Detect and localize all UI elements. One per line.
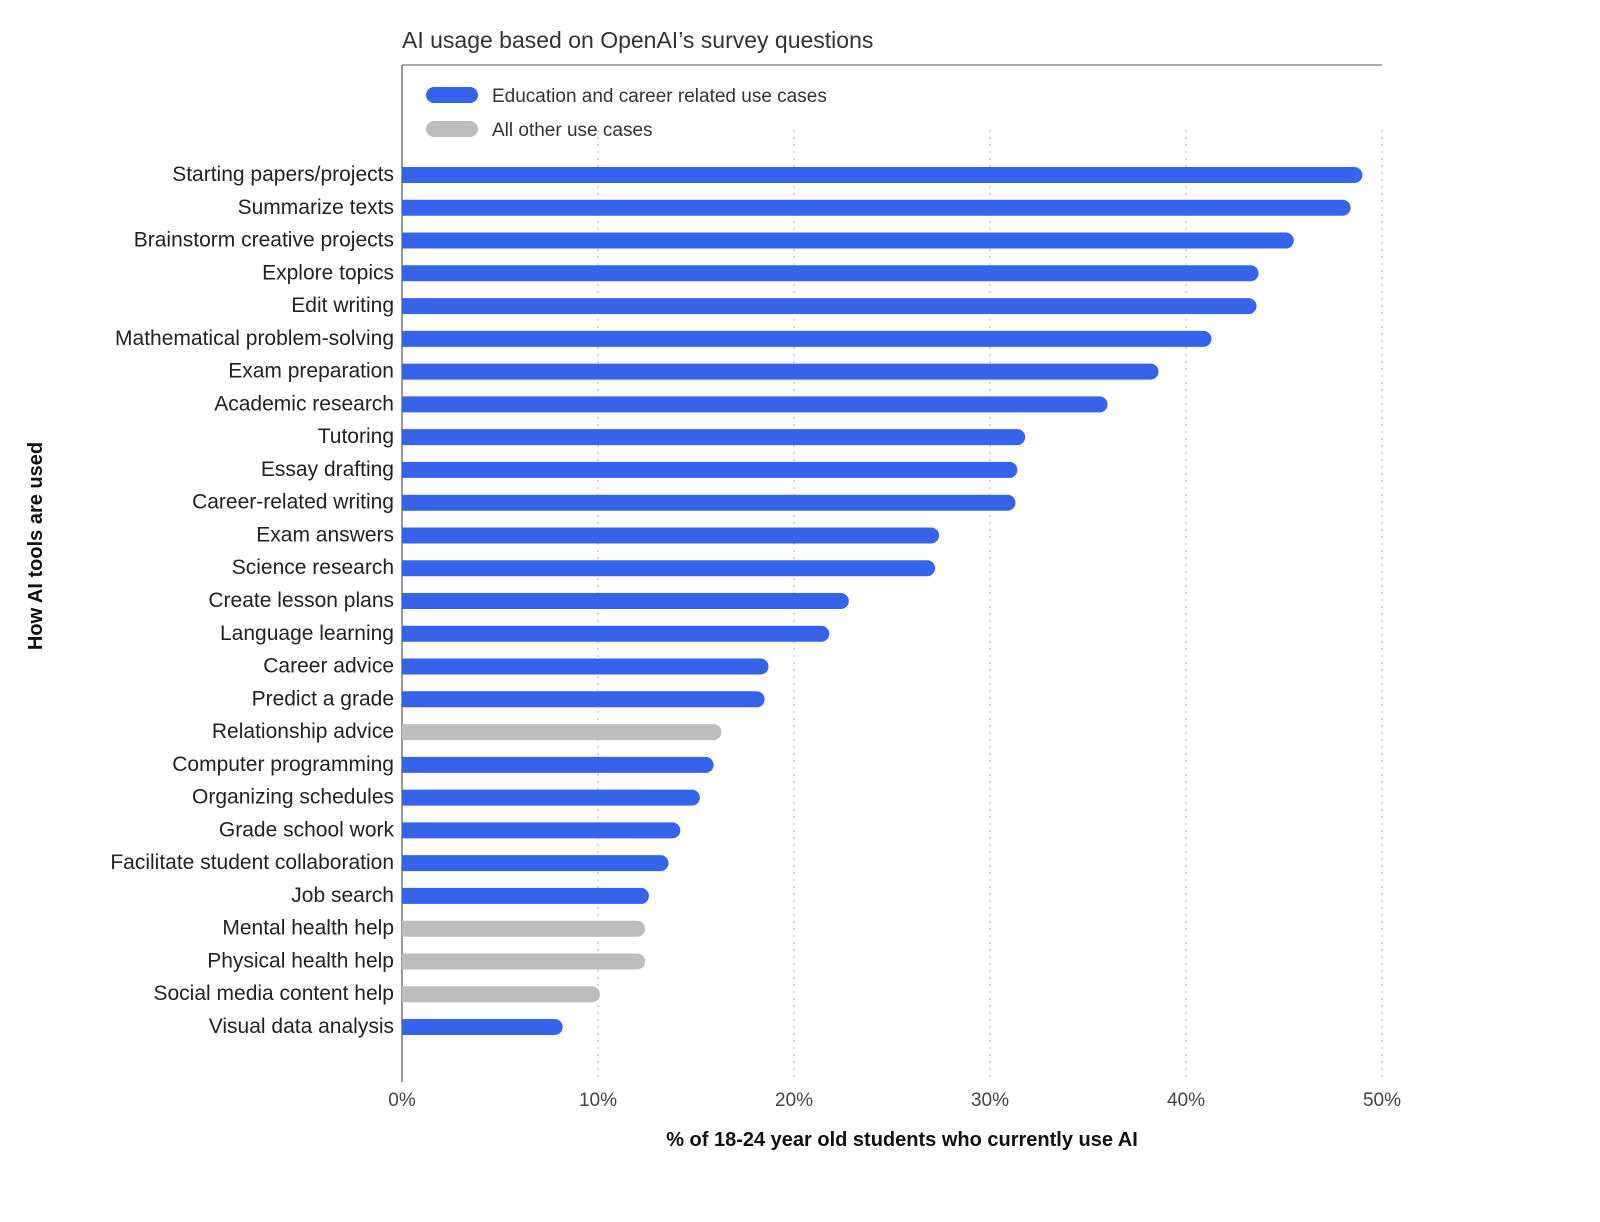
category-label: Relationship advice (212, 720, 394, 743)
x-tick-label: 10% (579, 1090, 617, 1111)
category-label: Social media content help (154, 982, 395, 1005)
x-tick-label: 0% (388, 1090, 416, 1111)
category-label: Computer programming (172, 753, 394, 776)
bar (402, 953, 646, 970)
category-label: Career-related writing (192, 491, 394, 514)
category-label: Job search (291, 884, 394, 907)
bar (402, 232, 1294, 249)
category-label: Grade school work (219, 818, 395, 841)
bar (402, 625, 830, 642)
x-ticks: 0% 10% 20% 30% 40% 50% (388, 1090, 1401, 1111)
bar (402, 330, 1212, 347)
category-label: Physical health help (207, 949, 394, 972)
bars: Starting papers/projects Summarize texts B… (110, 163, 1363, 1038)
bar (402, 691, 765, 708)
category-label: Academic research (214, 392, 394, 415)
legend-label-other: All other use cases (492, 120, 653, 141)
x-tick-label: 20% (775, 1090, 813, 1111)
category-label: Tutoring (318, 425, 394, 448)
legend-label-education: Education and career related use cases (492, 86, 827, 107)
legend: Education and career related use cases A… (426, 86, 827, 141)
category-label: Exam preparation (228, 360, 394, 383)
category-label: Organizing schedules (192, 786, 394, 809)
category-label: Facilitate student collaboration (110, 851, 394, 874)
category-label: Visual data analysis (209, 1015, 394, 1038)
bar (402, 658, 769, 675)
bar (402, 527, 940, 544)
category-label: Edit writing (291, 294, 394, 317)
category-label: Explore topics (262, 261, 394, 284)
category-label: Career advice (263, 655, 394, 678)
bar (402, 789, 700, 806)
x-tick-label: 30% (971, 1090, 1009, 1111)
bar (402, 461, 1018, 478)
bar (402, 167, 1363, 183)
bar (402, 494, 1016, 511)
category-label: Essay drafting (261, 458, 394, 481)
bar (402, 986, 600, 1003)
category-label: Language learning (220, 622, 394, 645)
category-label: Brainstorm creative projects (134, 229, 394, 252)
bar (402, 887, 649, 904)
bar (402, 396, 1108, 413)
y-axis-label: How AI tools are used (25, 442, 47, 650)
category-label: Exam answers (256, 523, 394, 546)
bar (402, 560, 936, 577)
bar (402, 920, 646, 937)
category-label: Mental health help (222, 917, 394, 940)
legend-swatch-education (426, 87, 478, 103)
bar (402, 593, 849, 609)
bar (402, 429, 1026, 446)
x-axis-label: % of 18-24 year old students who current… (666, 1129, 1138, 1151)
category-label: Summarize texts (238, 196, 394, 219)
bar (402, 265, 1259, 282)
bar (402, 363, 1159, 380)
category-label: Create lesson plans (208, 589, 394, 612)
chart-title: AI usage based on OpenAI’s survey questi… (402, 27, 873, 53)
bar (402, 1019, 563, 1035)
bar (402, 724, 722, 741)
category-label: Science research (232, 556, 394, 579)
bar (402, 199, 1351, 216)
bar (402, 822, 681, 839)
legend-swatch-other (426, 121, 478, 137)
bar (402, 298, 1257, 315)
bar (402, 855, 669, 872)
category-label: Starting papers/projects (172, 163, 394, 186)
bar (402, 756, 714, 773)
category-label: Mathematical problem-solving (115, 327, 394, 350)
category-label: Predict a grade (252, 687, 394, 710)
x-tick-label: 50% (1363, 1090, 1401, 1111)
x-tick-label: 40% (1167, 1090, 1205, 1111)
